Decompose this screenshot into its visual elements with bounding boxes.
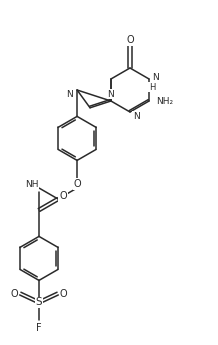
Text: N: N <box>66 89 72 99</box>
Text: N: N <box>152 72 158 81</box>
Text: O: O <box>59 191 67 201</box>
Text: O: O <box>126 35 134 45</box>
Text: H: H <box>149 82 155 91</box>
Text: NH: NH <box>25 179 39 188</box>
Text: NH₂: NH₂ <box>157 97 174 106</box>
Text: S: S <box>36 297 42 307</box>
Text: O: O <box>60 289 68 299</box>
Text: F: F <box>36 323 42 333</box>
Text: O: O <box>73 179 81 189</box>
Text: N: N <box>133 111 139 120</box>
Text: N: N <box>107 89 114 99</box>
Text: O: O <box>10 289 18 299</box>
